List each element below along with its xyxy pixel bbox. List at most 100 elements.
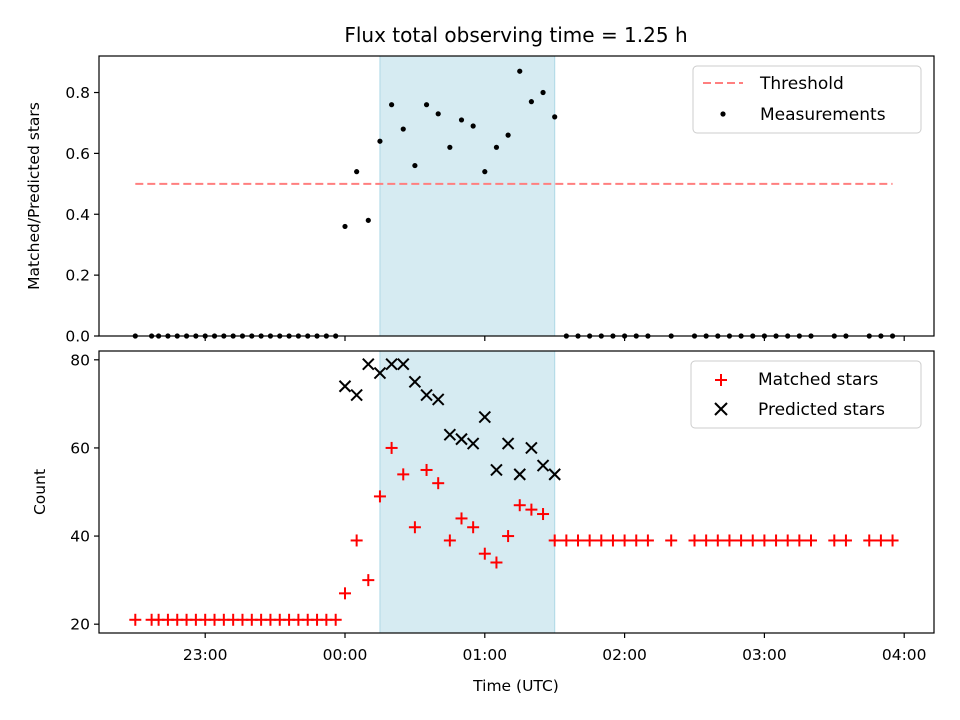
predicted-star-point [420,388,433,402]
matched-star-point [350,534,363,547]
matched-star-point [537,508,550,521]
top-y-axis-label: Matched/Predicted stars [25,102,43,290]
measurement-point [552,114,558,120]
top-y-tick-label: 0.0 [65,328,90,346]
bottom-shaded-region [379,351,555,633]
x-tick-label: 03:00 [742,646,787,664]
top-y-tick-label: 0.2 [65,267,90,285]
measurement-point [528,99,535,105]
predicted-star-point [513,468,526,481]
x-tick-label: 04:00 [882,646,927,664]
top-y-tick-label: 0.6 [65,145,90,163]
measurement-point [389,102,395,108]
matched-star-point [397,468,410,481]
predicted-star-point [385,358,398,371]
matched-star-point [329,613,342,626]
matched-star-point [665,534,678,547]
legend-measurements-label: Measurements [760,105,886,125]
matched-star-point [688,534,701,547]
x-axis-label: Time (UTC) [472,677,559,695]
matched-star-point [443,534,456,547]
measurement-point [412,162,418,169]
predicted-star-point [443,428,457,441]
top-y-tick-label: 0.8 [65,84,90,102]
predicted-star-point [466,437,480,450]
matched-star-point [770,534,783,547]
matched-star-point [618,534,631,547]
measurement-point [458,117,465,123]
matched-star-point [385,441,398,454]
bottom-y-axis-label: Count [31,469,49,515]
matched-star-point [420,463,433,476]
matched-star-point [490,556,503,569]
matched-star-point [863,534,876,547]
predicted-star-point [373,366,387,380]
matched-star-point [478,547,491,560]
measurement-point [517,68,523,74]
matched-star-point [572,534,584,547]
matched-star-point [641,534,654,547]
top-legend: Threshold Measurements [692,65,922,134]
matched-star-point [583,534,596,547]
measurement-point [540,89,546,96]
x-tick-label: 01:00 [462,646,507,664]
matched-star-point [362,574,375,587]
predicted-star-point [338,380,352,393]
top-axes-frame [98,55,935,337]
legend-measurements-swatch [720,111,726,117]
matched-star-point [746,534,759,547]
matched-star-point [735,534,748,547]
matched-star-point [455,512,468,525]
predicted-star-point [408,375,422,389]
bottom-y-tick-label: 40 [70,528,90,546]
matched-star-point [339,587,351,600]
matched-star-point [560,534,573,547]
predicted-star-point [536,459,550,472]
matched-star-point [373,490,386,503]
measurement-point [482,169,488,175]
legend-predicted-swatch [714,402,728,416]
matched-star-point [758,534,771,547]
x-tick-label: 02:00 [602,646,647,664]
predicted-star-point [350,388,363,402]
measurement-point [400,126,406,132]
measurement-point [377,138,383,144]
matched-star-point [502,530,515,543]
x-tick-label: 00:00 [323,646,368,664]
predicted-star-point [478,410,492,424]
matched-star-point [129,613,142,626]
measurement-point [447,144,453,150]
bottom-y-tick-label: 80 [70,351,90,369]
top-panel: 0.00.20.40.60.8 Matched/Predicted stars … [25,55,935,346]
predicted-star-point [490,463,503,477]
matched-star-point [525,503,538,516]
matched-star-point [723,534,736,547]
chart-title: Flux total observing time = 1.25 h [344,23,687,47]
measurement-point [342,223,348,230]
predicted-star-point [362,358,375,371]
matched-star-point [711,534,724,547]
predicted-star-point [431,393,445,406]
legend-matched-swatch [715,374,727,386]
predicted-star-point [397,358,410,371]
matched-star-point [513,499,526,512]
measurement-point [505,132,511,138]
matched-star-point [432,477,445,490]
matched-star-point [595,534,608,547]
matched-star-point [793,534,806,547]
matched-star-point [548,534,561,547]
measurement-point [470,123,476,129]
top-shaded-region [379,56,555,336]
matched-star-point [408,521,421,534]
predicted-star-point [501,437,515,450]
predicted-star-point [455,432,468,446]
measurement-point [354,169,360,175]
matched-star-point [828,534,841,547]
bottom-legend: Matched stars Predicted stars [690,360,922,429]
measurement-point [365,217,371,223]
matched-star-point [700,534,713,547]
matched-star-point [467,521,480,534]
measurement-point [423,102,430,108]
